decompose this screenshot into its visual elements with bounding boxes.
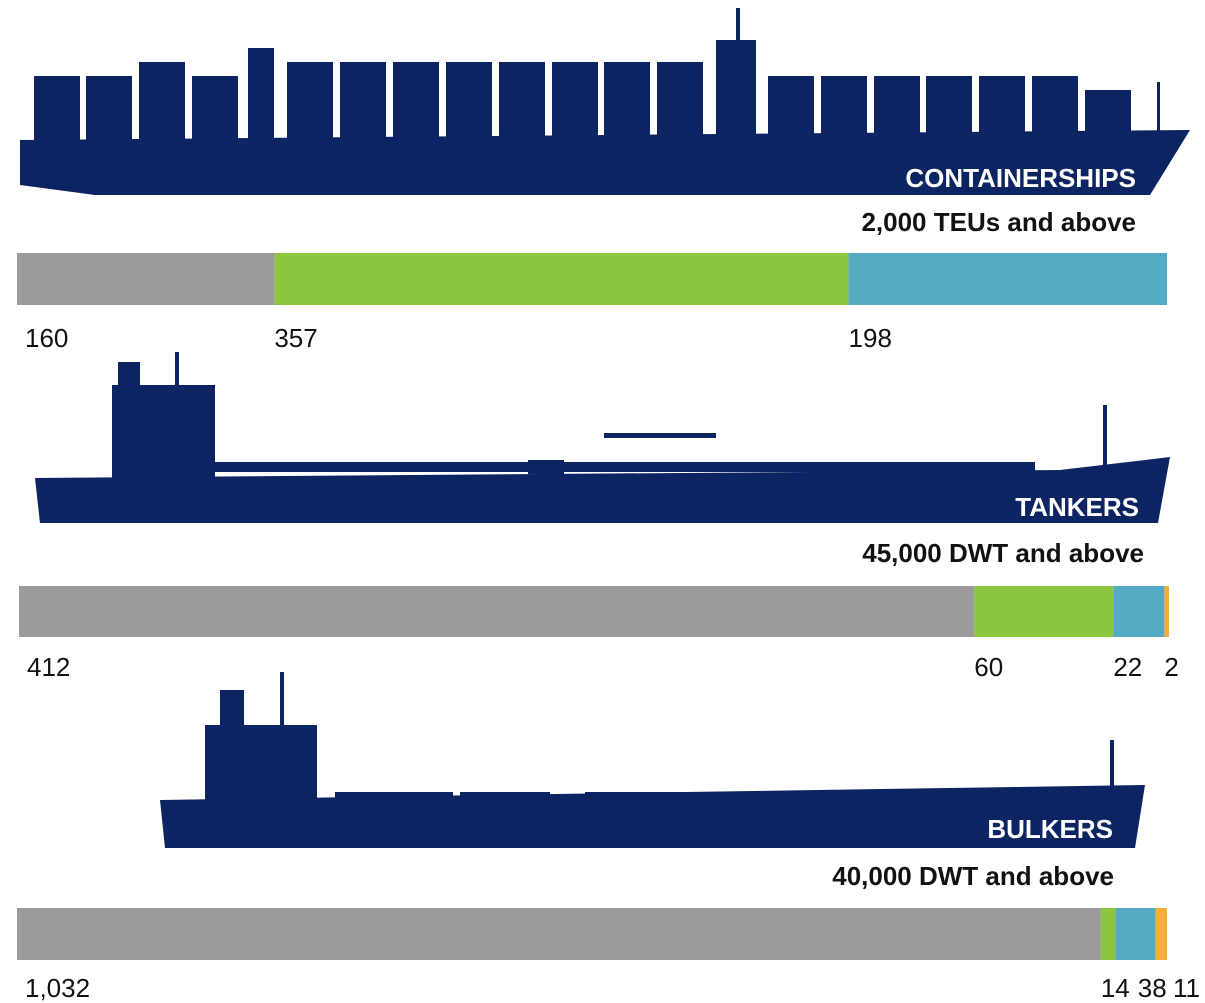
container-stack [34, 76, 80, 148]
mast [1110, 740, 1114, 790]
bar-segment [848, 253, 1167, 305]
bar-segment [17, 908, 1101, 960]
funnel [118, 362, 140, 388]
container-stack [287, 62, 333, 148]
panel-title: CONTAINERSHIPS [905, 163, 1136, 193]
panel-subtitle: 45,000 DWT and above [862, 538, 1144, 568]
bar-segment [17, 253, 275, 305]
bar-segment [19, 586, 975, 637]
bridge [716, 40, 756, 156]
value-label: 160 [25, 323, 68, 353]
panel-subtitle: 2,000 TEUs and above [861, 207, 1136, 237]
crane [604, 433, 716, 438]
container-stack [446, 62, 492, 148]
hatch [955, 792, 1045, 806]
value-label: 412 [27, 652, 70, 682]
container-stack [874, 76, 920, 148]
mast [1157, 82, 1160, 132]
value-label: 1,032 [25, 973, 90, 1003]
bridge [248, 48, 274, 156]
superstructure [205, 725, 317, 803]
container-stack [657, 62, 703, 148]
container-stack [1085, 90, 1131, 148]
container-stack [393, 62, 439, 148]
mast [280, 672, 284, 728]
value-label: 60 [974, 652, 1003, 682]
value-label: 11 [1173, 973, 1200, 1003]
container-stack [926, 76, 972, 148]
tanker-hull [35, 457, 1170, 523]
bar-segment [974, 586, 1114, 637]
bar-segment [1155, 908, 1167, 960]
mast [1103, 405, 1107, 465]
container-stack [604, 62, 650, 148]
superstructure [112, 385, 215, 480]
container-stack [86, 76, 132, 148]
panel-title: BULKERS [987, 814, 1113, 844]
panel-subtitle: 40,000 DWT and above [832, 861, 1114, 891]
bar-segment [1100, 908, 1116, 960]
value-label: 38 [1138, 973, 1167, 1003]
container-stack [499, 62, 545, 148]
container-stack [552, 62, 598, 148]
value-label: 198 [849, 323, 892, 353]
hatch [460, 792, 550, 806]
ship-silhouettes [20, 8, 1190, 848]
container-stack [821, 76, 867, 148]
panel-title: TANKERS [1015, 492, 1139, 522]
value-label: 357 [274, 323, 317, 353]
value-label: 14 [1101, 973, 1130, 1003]
container-stack [1032, 76, 1078, 148]
bar-segment [1115, 908, 1156, 960]
mast [175, 352, 179, 386]
funnel [220, 690, 244, 730]
container-stack [192, 76, 238, 148]
bar-segment [274, 253, 849, 305]
value-label: 22 [1113, 652, 1142, 682]
container-stack [979, 76, 1025, 148]
hatch [335, 792, 453, 806]
deck-house [528, 460, 564, 474]
bar-segment [1164, 586, 1169, 637]
value-label: 2 [1164, 652, 1178, 682]
hatch [832, 792, 922, 806]
hatch [710, 792, 800, 806]
hatch [585, 792, 703, 806]
container-stack [340, 62, 386, 148]
bar-segment [1113, 586, 1165, 637]
deck [215, 462, 1035, 472]
container-stack [139, 62, 185, 148]
container-stack [768, 76, 814, 148]
mast [736, 8, 740, 42]
